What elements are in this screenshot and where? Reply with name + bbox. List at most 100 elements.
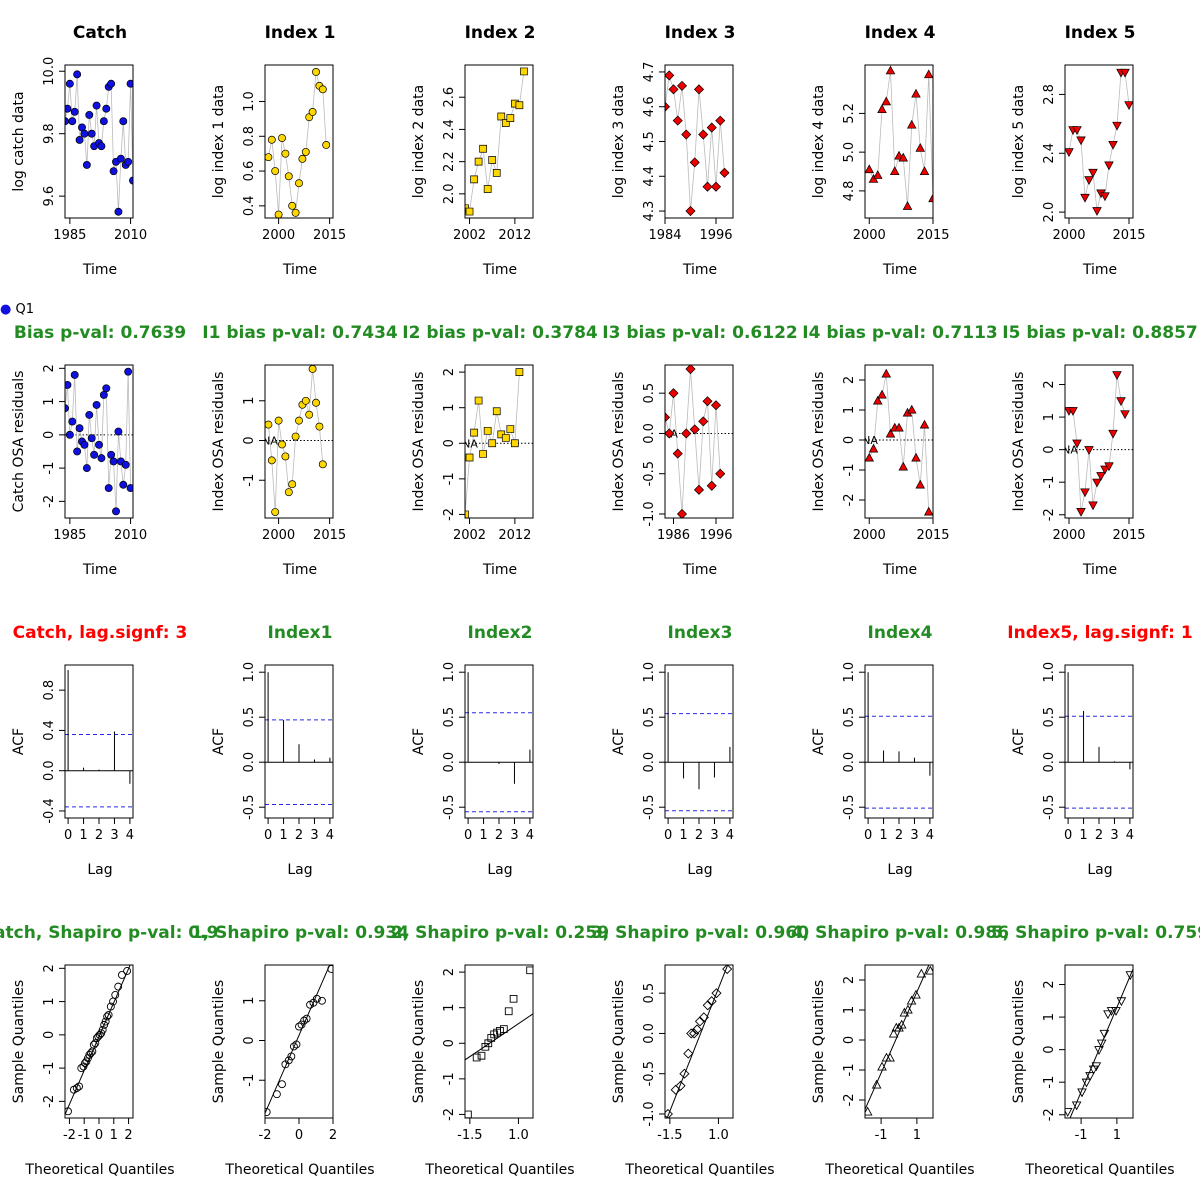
panel-title: I3 bias p-val: 0.6122 xyxy=(602,323,798,343)
y-tick-label: 2 xyxy=(842,376,857,384)
y-tick-label: 0 xyxy=(1042,445,1057,453)
qq-point xyxy=(689,1028,700,1039)
qq-point xyxy=(312,994,321,1003)
y-tick-label: -2 xyxy=(1042,1108,1057,1121)
panel-14: Index1 0 1 2 3 4 -0.5 0.0 0.5 1.0 Lag ACF xyxy=(211,623,334,878)
panel-frame xyxy=(1064,664,1134,819)
x-tick-label: 2 xyxy=(895,828,903,843)
qq-point xyxy=(487,1034,496,1042)
y-tick-label: 0 xyxy=(42,431,57,439)
x-tick-label: 1 xyxy=(913,1128,921,1143)
y-tick-label: -2 xyxy=(42,495,57,508)
data-point xyxy=(1076,136,1086,146)
y-tick-label: 2 xyxy=(442,368,457,376)
qq-point xyxy=(706,996,717,1007)
panel-title: Index5, lag.signf: 1 xyxy=(1007,623,1192,643)
panel-12: I5 bias p-val: 0.8857 NA 2000 2015 -2 -1 0 1 2 Ti… xyxy=(1002,323,1198,578)
data-point xyxy=(465,207,474,216)
data-point xyxy=(102,104,111,113)
qq-point xyxy=(111,990,120,999)
x-tick-label: 1 xyxy=(479,828,487,843)
y-tick-label: -2 xyxy=(1042,508,1057,521)
panel-19: Catch, Shapiro p-val: 0.9-2 -1 0 1 2-2-1012T… xyxy=(0,923,218,1178)
panel-title: I1 bias p-val: 0.7434 xyxy=(202,323,398,343)
data-point xyxy=(1100,192,1110,202)
series-line xyxy=(1068,71,1130,211)
data-point xyxy=(665,70,675,81)
data-point xyxy=(881,368,892,378)
panel-frame xyxy=(64,64,134,219)
data-point xyxy=(68,417,77,426)
x-tick-label: 0 xyxy=(95,1128,103,1143)
qq-point xyxy=(1125,971,1133,981)
panel-frame xyxy=(464,964,534,1119)
data-point xyxy=(295,179,303,188)
data-point xyxy=(868,443,879,453)
x-tick-label: 2000 xyxy=(853,228,886,243)
panel-frame xyxy=(264,364,334,519)
data-point xyxy=(92,400,101,409)
data-point xyxy=(70,107,79,116)
data-point xyxy=(121,460,130,469)
x-tick-label: 2 xyxy=(124,1128,132,1143)
x-tick-label: 1 xyxy=(1113,1128,1121,1143)
qq-point xyxy=(500,1025,508,1033)
qq-point xyxy=(278,1080,286,1089)
y-tick-label: -1 xyxy=(442,1072,457,1085)
qq-point xyxy=(104,1010,113,1019)
x-tick-label: 4 xyxy=(526,828,534,843)
data-point xyxy=(1112,371,1122,381)
x-axis-label: Time xyxy=(482,262,517,278)
y-tick-label: -1 xyxy=(842,1064,857,1077)
qq-point xyxy=(1116,997,1127,1007)
panel-2: Index 1 2000 2015 0.4 0.6 0.8 1.0 Time log index… xyxy=(211,23,346,278)
data-point xyxy=(112,507,120,516)
qq-reference-line xyxy=(865,965,930,1110)
x-axis-label: Time xyxy=(82,262,117,278)
x-tick-label: 2015 xyxy=(916,528,949,543)
data-point xyxy=(497,112,506,121)
panel-data xyxy=(265,965,333,1116)
x-tick-label: 4 xyxy=(1126,828,1134,843)
qq-point xyxy=(686,1028,697,1039)
panel-title: Index2 xyxy=(468,623,533,643)
data-point xyxy=(305,410,314,419)
qq-point xyxy=(123,967,132,975)
y-axis-label: Sample Quantiles xyxy=(1011,980,1027,1103)
data-point xyxy=(312,398,320,407)
panel-7: Bias p-val: 0.7639 1985 2010 -2 -1 0 1 2 Time Cat… xyxy=(11,323,186,578)
panel-title: 1, Shapiro p-val: 0.934 xyxy=(191,923,409,943)
panel-18: Index5, lag.signf: 1 0 1 2 3 4 -0.5 0.0 0.5 1.0 La… xyxy=(1007,623,1192,878)
y-tick-label: -2 xyxy=(842,494,857,507)
y-tick-label: 2.6 xyxy=(442,87,457,108)
data-point xyxy=(923,69,933,79)
y-tick-label: 4.4 xyxy=(642,166,657,187)
data-point xyxy=(693,84,705,95)
qq-point xyxy=(894,1022,904,1032)
data-point xyxy=(488,439,497,448)
panel-3: Index 2 2002 2012 2.0 2.2 2.4 2.6 Time log index… xyxy=(411,23,535,278)
panel-4: Index 3 1984 1996 4.3 4.4 4.5 4.6 4.7 Time log in… xyxy=(611,23,735,278)
legend-q1-label: Q1 xyxy=(15,302,34,317)
y-axis-label: Index OSA residuals xyxy=(411,372,427,512)
panel-6: Index 5 2000 2015 2.0 2.4 2.8 Time log index 5 … xyxy=(1011,23,1146,278)
y-tick-label: 0 xyxy=(442,439,457,447)
panel-frame xyxy=(64,964,134,1119)
data-point xyxy=(99,390,108,399)
qq-point xyxy=(86,1049,95,1058)
y-tick-label: 2 xyxy=(442,968,457,976)
qq-point xyxy=(265,1108,271,1116)
qq-point xyxy=(77,1064,86,1073)
data-point xyxy=(68,117,77,126)
data-point xyxy=(470,428,478,437)
data-point xyxy=(265,420,273,429)
data-point xyxy=(470,175,478,184)
panel-21: 2, Shapiro p-val: 0.259 -1.5 1.0 -2 -1 0 1 2 The… xyxy=(391,923,609,1178)
data-point xyxy=(511,439,519,448)
y-tick-label: 0 xyxy=(842,436,857,444)
panel-data: NA xyxy=(665,365,733,518)
data-point xyxy=(919,419,930,429)
x-tick-label: 2015 xyxy=(1112,228,1145,243)
data-point xyxy=(1088,168,1098,178)
x-axis-label: Time xyxy=(1082,562,1117,578)
